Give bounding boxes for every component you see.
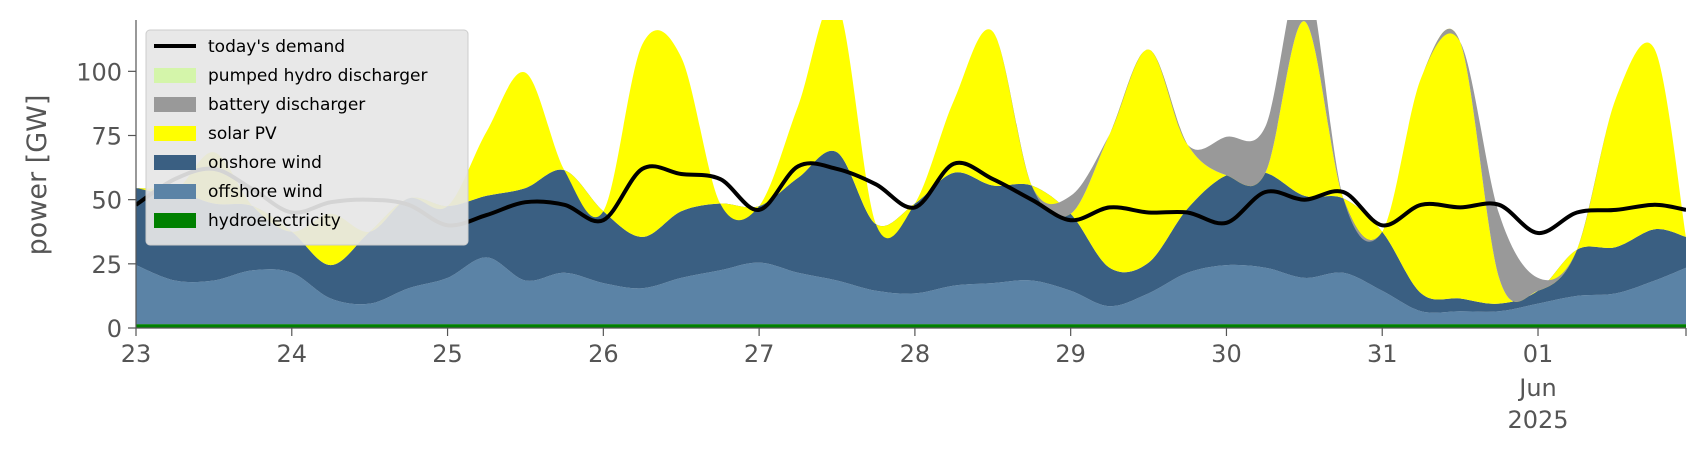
legend-label-battery-discharger: battery discharger (208, 95, 365, 115)
x-tick-label: 25 (432, 340, 463, 368)
legend-swatch-battery-discharger (154, 97, 196, 112)
x-tick-sublabel: 2025 (1507, 406, 1568, 434)
legend-box (145, 29, 469, 246)
y-tick-label: 25 (91, 251, 122, 279)
area-onshore-wind (136, 150, 1686, 313)
y-tick-label: 0 (107, 315, 122, 343)
area-solar-pv (136, 20, 1686, 304)
x-tick-label: 01 (1523, 340, 1554, 368)
legend-swatch-offshore-wind (154, 184, 196, 199)
legend-swatch-hydroelectricity (154, 213, 196, 228)
area-offshore-wind (136, 257, 1686, 325)
x-tick-label: 27 (744, 340, 775, 368)
axes: 0 25 50 75 100 23 24 25 26 27 28 29 30 31 01 Jun 2025 (76, 20, 1687, 434)
legend-label-solar-pv: solar PV (208, 124, 277, 144)
x-tick-sublabel: Jun (1517, 374, 1557, 402)
x-tick-label: 30 (1211, 340, 1242, 368)
legend-label-offshore-wind: offshore wind (208, 182, 323, 202)
legend: today's demand pumped hydro discharger bat… (145, 29, 469, 246)
legend-swatch-solar-pv (154, 126, 196, 141)
x-tick-label: 28 (900, 340, 931, 368)
x-tick-label: 26 (588, 340, 619, 368)
y-axis-label: power [GW] (22, 95, 53, 256)
legend-label-onshore-wind: onshore wind (208, 153, 322, 173)
stacked-areas (136, 20, 1686, 328)
area-battery-discharger (136, 20, 1686, 302)
x-tick-label: 29 (1055, 340, 1086, 368)
y-tick-label: 50 (91, 187, 122, 215)
legend-swatch-onshore-wind (154, 155, 196, 170)
legend-label-today-s-demand: today's demand (208, 37, 345, 57)
x-tick-label: 31 (1367, 340, 1398, 368)
y-tick-label: 75 (91, 123, 122, 151)
legend-label-hydroelectricity: hydroelectricity (208, 211, 341, 231)
legend-swatch-pumped-hydro-discharger (154, 68, 196, 83)
area-hydroelectricity (136, 324, 1686, 328)
y-tick-label: 100 (76, 58, 122, 86)
x-tick-label: 24 (277, 340, 308, 368)
legend-label-pumped-hydro-discharger: pumped hydro discharger (208, 66, 427, 86)
x-tick-label: 23 (121, 340, 152, 368)
